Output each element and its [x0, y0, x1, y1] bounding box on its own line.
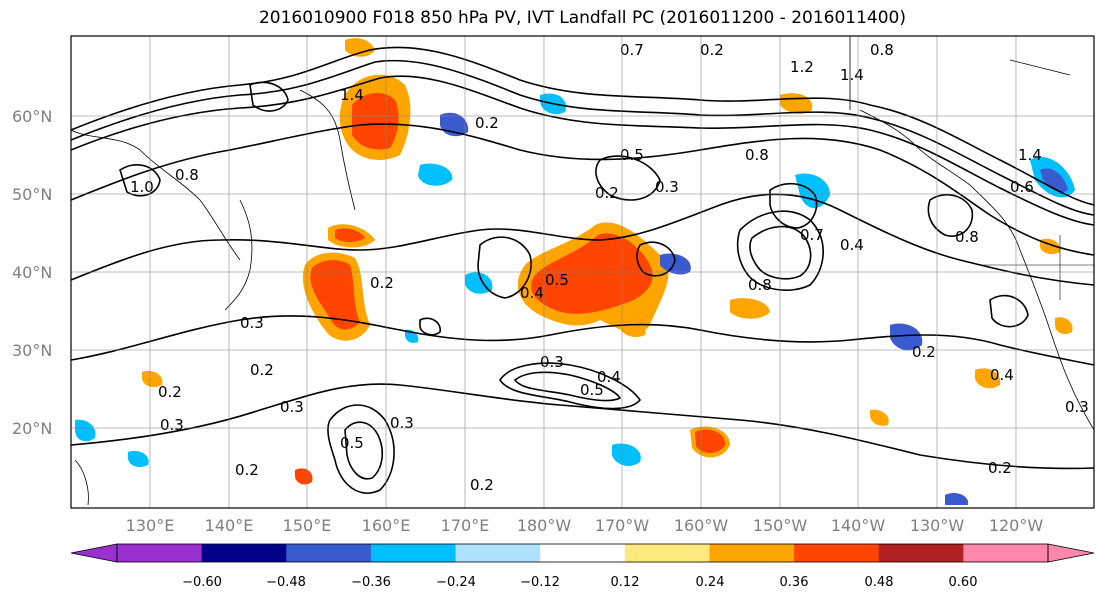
colorbar-segment — [117, 544, 203, 562]
colorbar-tick-label: 0.12 — [611, 575, 640, 590]
contour-label: 0.2 — [158, 383, 182, 401]
contour-label: 0.4 — [520, 284, 544, 302]
lon-label: 130°E — [126, 516, 175, 535]
colorbar-tick-label: −0.48 — [266, 575, 306, 590]
lon-label: 150°E — [283, 516, 332, 535]
contour-label: 0.5 — [340, 434, 364, 452]
contour-label: 1.0 — [130, 178, 154, 196]
contour-label: 0.8 — [955, 228, 979, 246]
contour-label: 0.2 — [988, 459, 1012, 477]
contour-label: 0.3 — [280, 398, 304, 416]
contour-label: 0.2 — [235, 461, 259, 479]
colorbar-segment — [878, 544, 964, 562]
lon-label: 140°E — [205, 516, 254, 535]
lon-label: 130°W — [910, 516, 965, 535]
contour-label: 0.7 — [800, 226, 824, 244]
figure-title: 2016010900 F018 850 hPa PV, IVT Landfall… — [258, 8, 906, 28]
shaded-fields — [75, 38, 1075, 505]
lat-label: 50°N — [12, 185, 52, 204]
colorbar-extend-high — [1047, 543, 1095, 563]
colorbar-tick-label: −0.36 — [351, 575, 391, 590]
lon-label: 160°E — [362, 516, 411, 535]
contour-label: 0.3 — [240, 314, 264, 332]
contour-label: 0.7 — [620, 41, 644, 59]
contour-label: 0.8 — [870, 41, 894, 59]
colorbar-tick-label: −0.12 — [520, 575, 560, 590]
colorbar-segment — [794, 544, 880, 562]
contour-label: 0.5 — [580, 381, 604, 399]
lon-label: 170°E — [441, 516, 490, 535]
contour-label: 1.2 — [790, 58, 814, 76]
contour-label: 0.2 — [475, 114, 499, 132]
colorbar-outline — [116, 543, 1049, 563]
lon-label: 160°W — [674, 516, 729, 535]
lon-label: 140°W — [831, 516, 886, 535]
colorbar-segment — [540, 544, 626, 562]
colorbar-tick-label: −0.24 — [436, 575, 476, 590]
contour-label: 0.4 — [597, 368, 621, 386]
contour-label: 0.5 — [545, 271, 569, 289]
contour-label: 0.3 — [655, 178, 679, 196]
colorbar-segment — [963, 544, 1049, 562]
lon-label: 150°W — [753, 516, 808, 535]
colorbar — [70, 543, 1095, 563]
colorbar-tick-labels: −0.60 −0.48 −0.36 −0.24 −0.12 0.12 0.24 … — [182, 575, 977, 590]
colorbar-tick-label: −0.60 — [182, 575, 222, 590]
lon-label: 120°W — [989, 516, 1044, 535]
colorbar-segment — [370, 544, 457, 562]
lon-label: 180°W — [517, 516, 572, 535]
lat-label: 40°N — [12, 263, 52, 282]
longitude-labels: 130°E 140°E 150°E 160°E 170°E 180°W 170°… — [126, 516, 1044, 535]
contour-label: 0.8 — [745, 146, 769, 164]
contour-label-group: 1.4 0.7 0.2 1.2 1.4 0.8 1.0 0.8 0.2 0.5 … — [130, 41, 1089, 494]
contour-label: 1.4 — [340, 86, 364, 104]
latitude-labels: 60°N 50°N 40°N 30°N 20°N — [12, 107, 52, 438]
colorbar-tick-label: 0.48 — [865, 575, 894, 590]
colorbar-segment — [455, 544, 541, 562]
contour-label: 0.2 — [370, 274, 394, 292]
contour-label: 1.4 — [840, 66, 864, 84]
colorbar-tick-label: 0.36 — [780, 575, 809, 590]
map-frame — [70, 35, 1095, 509]
colorbar-segment — [709, 544, 795, 562]
pv-contours — [71, 46, 1094, 494]
gridlines — [71, 36, 1094, 508]
contour-label: 0.8 — [748, 276, 772, 294]
colorbar-segment — [201, 544, 287, 562]
colorbar-segment — [624, 544, 710, 562]
colorbar-segment — [286, 544, 372, 562]
contour-label: 0.4 — [840, 236, 864, 254]
colorbar-tick-label: 0.24 — [696, 575, 725, 590]
contour-label: 0.2 — [250, 361, 274, 379]
colorbar-extend-low — [70, 543, 118, 563]
lon-label: 170°W — [595, 516, 650, 535]
contour-label: 1.4 — [1018, 146, 1042, 164]
contour-label: 0.2 — [470, 476, 494, 494]
contour-label: 0.5 — [620, 146, 644, 164]
contour-label: 0.4 — [990, 366, 1014, 384]
colorbar-tick-label: 0.60 — [949, 575, 978, 590]
lat-label: 60°N — [12, 107, 52, 126]
lat-label: 20°N — [12, 419, 52, 438]
contour-label: 0.2 — [595, 184, 619, 202]
contour-label: 0.3 — [160, 416, 184, 434]
lat-label: 30°N — [12, 341, 52, 360]
contour-label: 0.2 — [700, 41, 724, 59]
contour-label: 0.8 — [175, 166, 199, 184]
contour-label: 0.3 — [540, 353, 564, 371]
contour-label: 0.6 — [1010, 178, 1034, 196]
contour-label: 0.3 — [1065, 398, 1089, 416]
contour-label: 0.2 — [912, 343, 936, 361]
contour-label: 0.3 — [390, 414, 414, 432]
